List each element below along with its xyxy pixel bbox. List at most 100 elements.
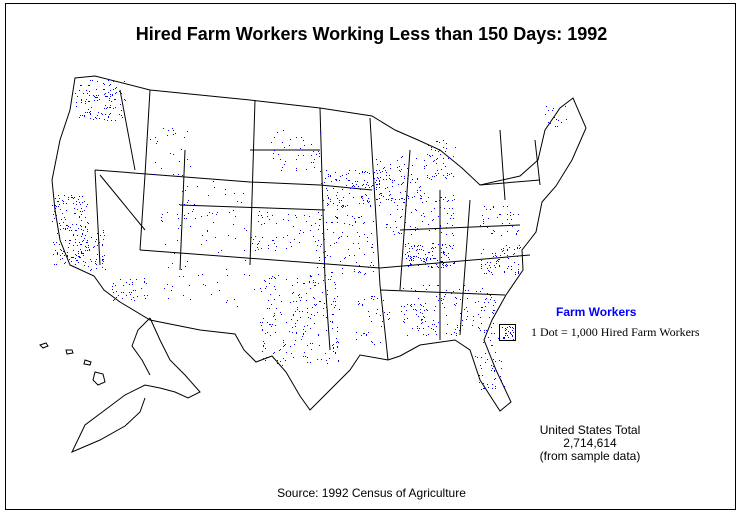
worker-dot <box>353 185 354 186</box>
worker-dot <box>439 200 440 201</box>
worker-dot <box>233 210 234 211</box>
worker-dot <box>134 300 135 301</box>
worker-dot <box>428 326 429 327</box>
worker-dot <box>508 258 509 259</box>
worker-dot <box>326 170 327 171</box>
worker-dot <box>69 259 70 260</box>
worker-dot <box>449 174 450 175</box>
worker-dot <box>451 215 452 216</box>
us-total-label: United States Total <box>539 423 641 437</box>
worker-dot <box>185 266 186 267</box>
worker-dot <box>299 311 300 312</box>
worker-dot <box>504 271 505 272</box>
worker-dot <box>422 319 423 320</box>
worker-dot <box>401 169 402 170</box>
worker-dot <box>493 256 494 257</box>
worker-dot <box>487 268 488 269</box>
worker-dot <box>486 298 487 299</box>
worker-dot <box>364 234 365 235</box>
worker-dot <box>441 300 442 301</box>
worker-dot <box>318 334 319 335</box>
worker-dot <box>317 267 318 268</box>
worker-dot <box>401 306 402 307</box>
worker-dot <box>113 108 114 109</box>
worker-dot <box>87 231 88 232</box>
worker-dot <box>361 197 362 198</box>
worker-dot <box>325 353 326 354</box>
worker-dot <box>289 145 290 146</box>
worker-dot <box>315 223 316 224</box>
worker-dot <box>397 205 398 206</box>
worker-dot <box>393 231 394 232</box>
worker-dot <box>271 326 272 327</box>
worker-dot <box>385 188 386 189</box>
worker-dot <box>104 119 105 120</box>
worker-dot <box>377 164 378 165</box>
worker-dot <box>297 320 298 321</box>
worker-dot <box>295 326 296 327</box>
worker-dot <box>356 332 357 333</box>
worker-dot <box>181 149 182 150</box>
worker-dot <box>96 259 97 260</box>
worker-dot <box>438 173 439 174</box>
worker-dot <box>427 154 428 155</box>
worker-dot <box>548 122 549 123</box>
worker-dot <box>411 260 412 261</box>
worker-dot <box>394 234 395 235</box>
worker-dot <box>374 188 375 189</box>
worker-dot <box>490 295 491 296</box>
worker-dot <box>309 216 310 217</box>
worker-dot <box>467 311 468 312</box>
worker-dot <box>362 304 363 305</box>
worker-dot <box>431 149 432 150</box>
worker-dot <box>503 250 504 251</box>
worker-dot <box>398 232 399 233</box>
worker-dot <box>59 244 60 245</box>
worker-dot <box>226 302 227 303</box>
worker-dot <box>336 242 337 243</box>
worker-dot <box>64 195 65 196</box>
worker-dot <box>267 322 268 323</box>
worker-dot <box>419 328 420 329</box>
worker-dot <box>290 139 291 140</box>
worker-dot <box>116 87 117 88</box>
worker-dot <box>274 277 275 278</box>
worker-dot <box>509 247 510 248</box>
worker-dot <box>449 208 450 209</box>
worker-dot <box>86 242 87 243</box>
worker-dot <box>354 218 355 219</box>
worker-dot <box>426 260 427 261</box>
worker-dot <box>76 204 77 205</box>
worker-dot <box>386 175 387 176</box>
worker-dot <box>95 261 96 262</box>
worker-dot <box>92 80 93 81</box>
worker-dot <box>81 236 82 237</box>
worker-dot <box>423 306 424 307</box>
worker-dot <box>288 220 289 221</box>
worker-dot <box>293 315 294 316</box>
worker-dot <box>330 176 331 177</box>
worker-dot <box>333 188 334 189</box>
worker-dot <box>86 90 87 91</box>
worker-dot <box>131 292 132 293</box>
worker-dot <box>110 96 111 97</box>
worker-dot <box>424 160 425 161</box>
worker-dot <box>494 300 495 301</box>
worker-dot <box>335 352 336 353</box>
worker-dot <box>96 95 97 96</box>
worker-dot <box>99 118 100 119</box>
worker-dot <box>332 272 333 273</box>
worker-dot <box>326 360 327 361</box>
worker-dot <box>170 153 171 154</box>
worker-dot <box>493 366 494 367</box>
worker-dot <box>376 184 377 185</box>
worker-dot <box>270 294 271 295</box>
worker-dot <box>440 207 441 208</box>
worker-dot <box>81 208 82 209</box>
worker-dot <box>337 218 338 219</box>
worker-dot <box>262 322 263 323</box>
worker-dot <box>274 150 275 151</box>
worker-dot <box>319 257 320 258</box>
worker-dot <box>494 265 495 266</box>
worker-dot <box>514 262 515 263</box>
